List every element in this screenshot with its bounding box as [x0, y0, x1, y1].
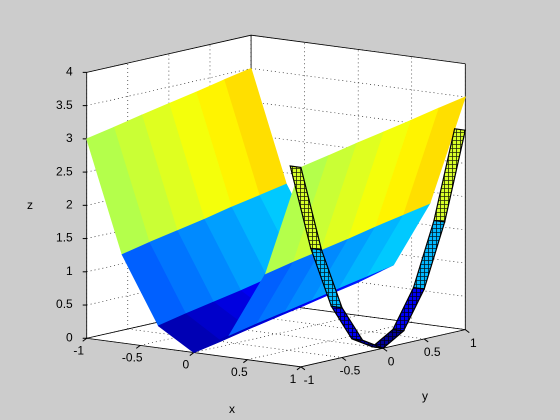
- y-tick: [464, 329, 470, 334]
- z-tick-label: 1.5: [56, 231, 73, 245]
- y-tick-label: -1: [304, 373, 315, 387]
- x-tick-label: -1: [73, 343, 84, 357]
- y-tick: [341, 357, 347, 361]
- x-tick: [243, 359, 248, 364]
- z-tick-label: 2: [66, 197, 73, 211]
- y-tick-label: 0: [388, 354, 395, 368]
- surface-face: [264, 155, 329, 275]
- z-tick-label: 4: [66, 65, 73, 79]
- y-tick: [300, 366, 306, 371]
- mesh-overlay: [413, 220, 445, 290]
- z-tick-label: 1: [66, 264, 73, 278]
- y-tick: [382, 347, 388, 352]
- y-axis-label: y: [422, 389, 428, 403]
- y-tick-label: 1: [470, 336, 477, 350]
- z-axis-label: z: [27, 198, 33, 212]
- grid-line: [86, 68, 252, 106]
- grid-line: [251, 68, 466, 98]
- z-tick-label: 3: [66, 131, 73, 145]
- x-tick: [135, 345, 141, 349]
- y-tick: [423, 338, 429, 343]
- mesh-overlay: [290, 166, 322, 250]
- axis-edge: [251, 34, 466, 65]
- x-tick-label: 0: [182, 358, 189, 372]
- mesh-overlay: [310, 248, 342, 308]
- x-axis-label: x: [229, 402, 235, 416]
- x-tick-label: 1: [290, 372, 297, 386]
- label-layer: -1 -0.5 0 0.5 1 -1 -0.5 0 0.5 1 0 0.5 1 1.5 2 2.5 3 3.5 4: [56, 65, 477, 387]
- z-tick-label: 0.5: [56, 297, 73, 311]
- surface-layer: [86, 67, 467, 353]
- y-tick-label: 0.5: [424, 345, 441, 359]
- x-tick-label: 0.5: [231, 365, 248, 379]
- z-tick-label: 0: [66, 330, 73, 344]
- mesh-overlay: [351, 338, 384, 349]
- x-tick: [296, 366, 302, 371]
- mesh-overlay: [372, 329, 404, 349]
- grid-line: [247, 322, 412, 360]
- axis-edge: [86, 34, 252, 73]
- z-tick-label: 2.5: [56, 164, 73, 178]
- mesh-overlay: [392, 287, 425, 331]
- mesh-overlay: [434, 128, 466, 222]
- x-tick: [189, 352, 195, 356]
- z-tick-label: 3.5: [56, 98, 73, 112]
- y-tick-label: -0.5: [340, 364, 361, 378]
- x-tick-label: -0.5: [122, 351, 143, 365]
- mesh-overlay: [331, 306, 363, 341]
- grid-line: [127, 328, 343, 358]
